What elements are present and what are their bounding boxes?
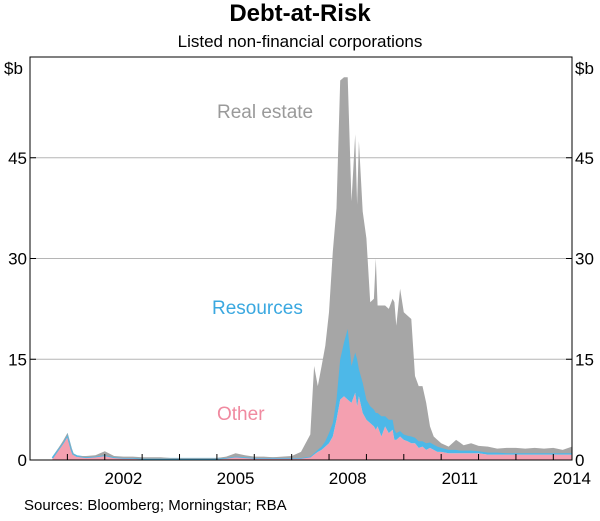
x-tick-label: 2011 bbox=[442, 469, 479, 488]
area-real-estate bbox=[52, 77, 572, 459]
chart-title: Debt-at-Risk bbox=[229, 0, 371, 27]
chart-subtitle: Listed non-financial corporations bbox=[177, 32, 423, 51]
annotation-other: Other bbox=[217, 404, 265, 425]
y-tick-label-left: 45 bbox=[8, 149, 27, 168]
source-note: Sources: Bloomberg; Morningstar; RBA bbox=[24, 497, 287, 514]
y-tick-label-left: 0 bbox=[18, 451, 27, 470]
x-tick-label: 2014 bbox=[553, 469, 591, 488]
y-tick-label-left: 30 bbox=[8, 250, 27, 269]
y-tick-label-left: 15 bbox=[8, 350, 27, 369]
x-tick-label: 2002 bbox=[105, 469, 143, 488]
y-tick-label-right: 45 bbox=[575, 149, 594, 168]
y-tick-label-right: 15 bbox=[575, 350, 594, 369]
y-tick-label-right: 0 bbox=[575, 451, 584, 470]
x-tick-label: 2008 bbox=[329, 469, 367, 488]
y-axis-label-left: $b bbox=[4, 59, 23, 78]
y-axis-label-right: $b bbox=[575, 59, 594, 78]
annotation-real-estate: Real estate bbox=[217, 102, 313, 123]
y-tick-label-right: 30 bbox=[575, 250, 594, 269]
annotation-resources: Resources bbox=[212, 298, 303, 319]
x-tick-label: 2005 bbox=[217, 469, 255, 488]
